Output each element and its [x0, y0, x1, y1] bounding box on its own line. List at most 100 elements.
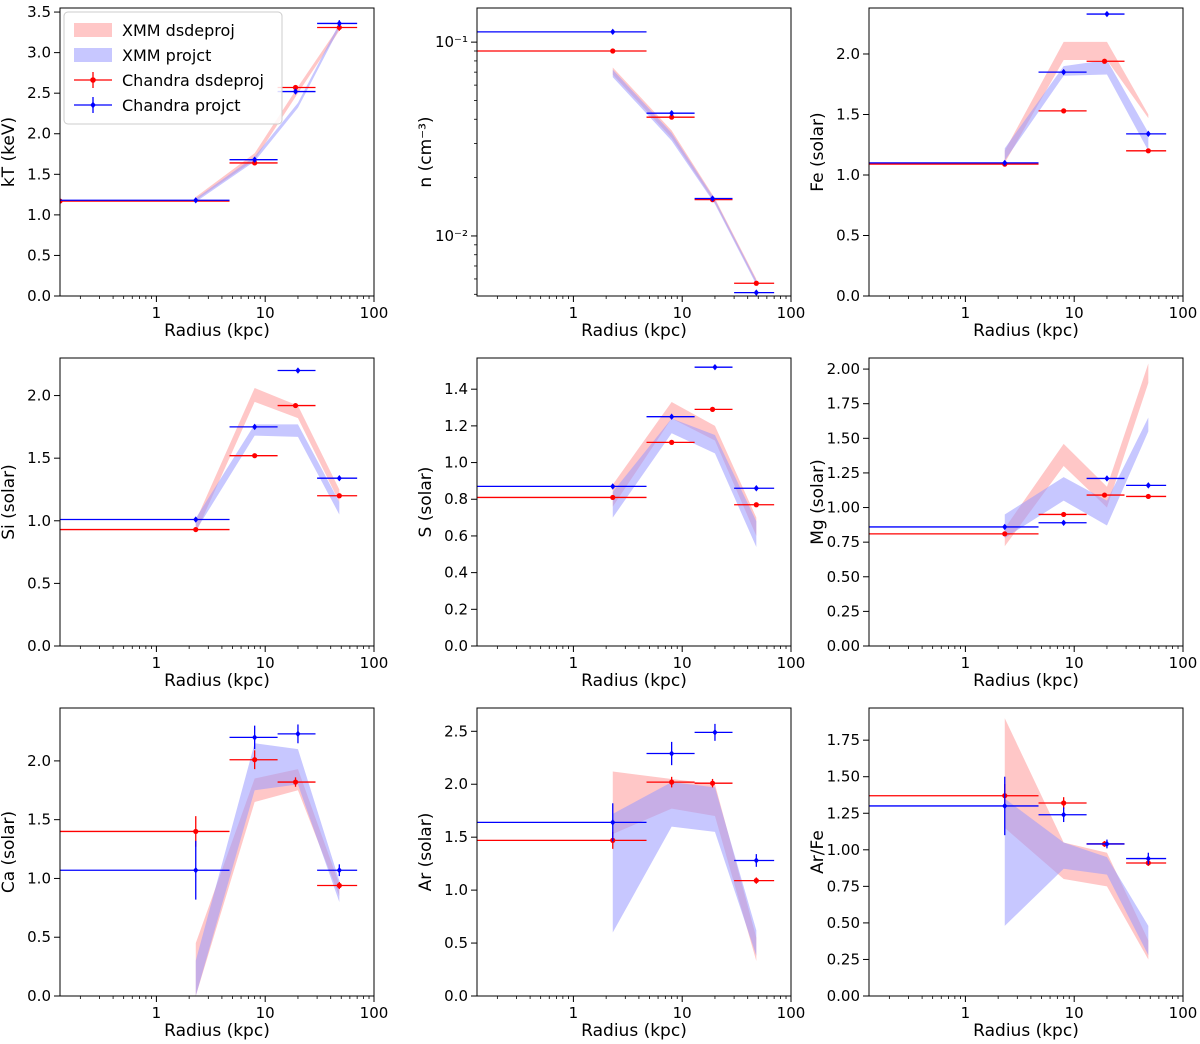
axes-frame: [476, 7, 792, 297]
x-tick-label: 100: [360, 304, 389, 322]
point-chandra-projct: [753, 857, 759, 864]
axes-frame: [868, 357, 1184, 647]
point-chandra-projct: [336, 867, 342, 874]
y-tick-label: 1.25: [827, 464, 860, 482]
axes-frame: [868, 707, 1184, 997]
y-axis-label: kT (keV): [0, 117, 19, 187]
y-tick-label: 2.0: [444, 775, 468, 793]
band-xmm-projct: [612, 69, 757, 285]
y-tick-label: 0.25: [827, 950, 860, 968]
plot-area: [869, 363, 1167, 547]
panel-7: 1 10 100 0.0 0.5 1.0 1.5 2.0 Radius (kpc) Ca (sol…: [0, 707, 388, 1041]
x-axis-label: Radius (kpc): [581, 321, 687, 341]
band-xmm-projct: [195, 424, 340, 531]
x-tick-label: 100: [360, 654, 389, 672]
x-tick-label: 1: [961, 304, 971, 322]
y-axis-label: n (cm⁻³): [416, 116, 436, 187]
panel-5: 1 10 100 0.0 0.2 0.4 0.6 0.8 1.0 1.2 1.4 Radius (kp…: [416, 357, 806, 691]
y-tick-label: 0.6: [444, 527, 468, 545]
point-chandra-projct: [193, 516, 199, 523]
point-chandra-projct: [712, 729, 718, 736]
y-tick-label: 1.0: [27, 206, 51, 224]
y-tick-label: 0.5: [444, 934, 468, 952]
y-tick-label: 2.0: [27, 752, 51, 770]
point-chandra-projct: [1002, 523, 1008, 531]
point-chandra-projct: [1145, 130, 1151, 138]
point-chandra-projct: [712, 363, 718, 371]
point-chandra-dsdeproj: [1101, 492, 1108, 498]
x-axis-label: Radius (kpc): [164, 321, 270, 341]
y-axis-label: Ar/Fe: [808, 830, 828, 874]
band-xmm-dsdeproj: [612, 402, 757, 536]
point-chandra-dsdeproj: [292, 779, 299, 785]
point-chandra-projct: [295, 367, 301, 374]
point-chandra-projct: [709, 195, 716, 202]
y-tick-label: 0.75: [827, 877, 860, 895]
band-xmm-dsdeproj: [1004, 41, 1149, 163]
legend-label: Chandra projct: [122, 96, 241, 115]
y-tick-label: 1.0: [27, 869, 51, 887]
point-chandra-projct: [753, 485, 759, 492]
y-tick-label: 0.5: [27, 246, 51, 264]
point-chandra-projct: [336, 20, 342, 27]
point-chandra-projct: [669, 750, 675, 757]
y-tick-label: 3.5: [27, 3, 51, 21]
y-tick-label: 0.50: [827, 568, 860, 586]
band-xmm-projct: [612, 418, 757, 547]
point-chandra-projct: [1145, 482, 1151, 489]
point-chandra-dsdeproj: [252, 757, 258, 763]
y-tick-label: 10⁻¹: [435, 33, 468, 51]
x-axis-label: Radius (kpc): [164, 1021, 270, 1041]
x-tick-label: 10: [673, 654, 692, 672]
point-chandra-dsdeproj: [252, 453, 258, 459]
point-chandra-projct: [610, 819, 616, 826]
y-tick-label: 0.5: [27, 928, 51, 946]
y-tick-label: 1.2: [444, 417, 468, 435]
point-chandra-dsdeproj: [753, 502, 759, 508]
point-chandra-projct: [252, 734, 258, 741]
panel-8: 1 10 100 0.0 0.5 1.0 1.5 2.0 2.5 Radius (kpc) Ar (…: [416, 707, 806, 1041]
x-tick-label: 100: [777, 1004, 806, 1022]
y-tick-label: 1.00: [827, 499, 860, 517]
point-chandra-dsdeproj: [669, 114, 675, 120]
legend-label: XMM dsdeproj: [122, 21, 235, 40]
y-tick-label: 1.4: [444, 380, 468, 398]
panel-9: 1 10 100 0.00 0.25 0.50 0.75 1.00 1.25 1.50 1.75 Ra…: [808, 707, 1197, 1041]
y-axis-label: Mg (solar): [808, 459, 828, 545]
y-tick-label: 1.5: [27, 165, 51, 183]
point-chandra-projct: [1104, 840, 1110, 848]
point-chandra-dsdeproj: [1101, 58, 1108, 64]
point-chandra-dsdeproj: [1002, 531, 1008, 537]
legend: XMM dsdeproj XMM projct Chandra dsdeproj Ch…: [63, 11, 283, 125]
point-chandra-dsdeproj: [610, 494, 616, 501]
y-tick-label: 3.0: [27, 44, 51, 62]
y-tick-label: 2.00: [827, 360, 860, 378]
y-tick-label: 2.0: [27, 387, 51, 405]
y-tick-label: 1.5: [27, 449, 51, 467]
y-tick-label: 0.00: [827, 987, 860, 1005]
y-tick-label: 2.0: [27, 125, 51, 143]
point-chandra-dsdeproj: [669, 439, 675, 445]
plot-area: [869, 10, 1167, 167]
panel-6: 1 10 100 0.00 0.25 0.50 0.75 1.00 1.25 1.50 1.75 2.…: [808, 357, 1197, 691]
plot-area: [869, 718, 1167, 960]
point-chandra-dsdeproj: [252, 160, 258, 166]
legend-label: Chandra dsdeproj: [122, 71, 264, 90]
y-axis-label: Si (solar): [0, 464, 19, 540]
y-tick-label: 1.50: [827, 429, 860, 447]
band-xmm-projct: [612, 782, 757, 956]
y-tick-label: 1.00: [827, 841, 860, 859]
x-tick-label: 1: [152, 304, 162, 322]
y-tick-label: 1.0: [444, 454, 468, 472]
point-chandra-projct: [1104, 10, 1110, 18]
band-xmm-dsdeproj: [1004, 363, 1149, 547]
point-chandra-projct: [1061, 68, 1067, 76]
point-chandra-dsdeproj: [292, 402, 299, 409]
y-axis-label: S (solar): [416, 467, 436, 538]
y-tick-label: 0.25: [827, 602, 860, 620]
x-tick-label: 100: [777, 654, 806, 672]
y-tick-label: 0.0: [27, 287, 51, 305]
point-chandra-dsdeproj: [292, 84, 299, 91]
plot-area: [60, 20, 358, 204]
